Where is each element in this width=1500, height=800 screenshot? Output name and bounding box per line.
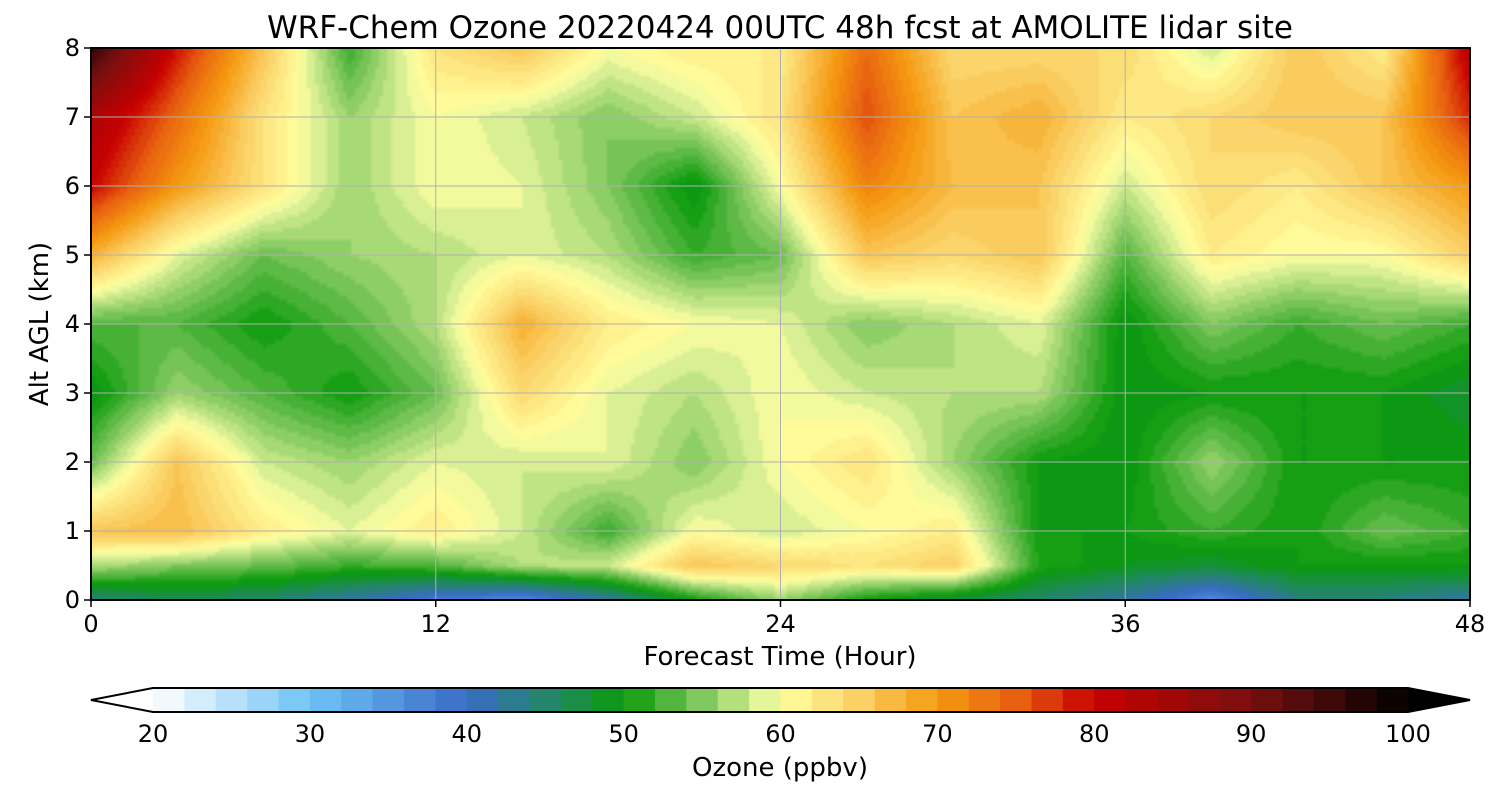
colorbar-band [309,688,342,712]
colorbar-band [404,688,436,712]
colorbar-band [717,688,750,712]
colorbar-band [1031,688,1064,712]
colorbar-band [1313,688,1346,712]
colorbar-band [1000,688,1033,712]
gridlines [91,48,1470,600]
colorbar-band [686,688,719,712]
y-tick-label: 5 [65,241,80,269]
colorbar-band [153,688,185,712]
y-tick-label: 2 [65,448,80,476]
colorbar-tick-label: 40 [451,720,482,748]
colorbar-band [1282,688,1315,712]
colorbar-extend-high [1408,688,1470,712]
colorbar-band [1251,688,1284,712]
y-tick-label: 1 [65,517,80,545]
colorbar-band [906,688,938,712]
y-axis-label: Alt AGL (km) [25,242,55,406]
colorbar-tick-label: 60 [765,720,796,748]
colorbar-extend-low [91,688,153,712]
colorbar-band [498,688,531,712]
colorbar-band [843,688,876,712]
colorbar-band [1094,688,1127,712]
y-tick-label: 4 [65,310,80,338]
colorbar-band [1157,688,1189,712]
colorbar-tick-label: 30 [295,720,326,748]
y-axis-ticks: 0 1 2 3 4 5 6 7 8 [65,34,91,614]
colorbar-band [1125,688,1158,712]
y-tick-label: 0 [65,586,80,614]
colorbar-band [215,688,248,712]
colorbar-band [278,688,311,712]
x-tick-label: 12 [420,610,451,638]
colorbar-tick-label: 100 [1385,720,1431,748]
colorbar-band [1345,688,1378,712]
colorbar-band [811,688,844,712]
colorbar-band [749,688,782,712]
x-tick-label: 48 [1455,610,1486,638]
colorbar-band [341,688,374,712]
colorbar-band [560,688,593,712]
colorbar-band [655,688,687,712]
colorbar [90,687,1471,713]
colorbar-band [1062,688,1095,712]
colorbar-band [247,688,280,712]
colorbar-outline [90,687,1471,713]
x-tick-label: 24 [765,610,796,638]
colorbar-band [466,688,499,712]
colorbar-band [968,688,1001,712]
y-tick-label: 3 [65,379,80,407]
colorbar-band [372,688,405,712]
colorbar-label: Ozone (ppbv) [692,753,868,783]
colorbar-band [937,688,970,712]
colorbar-ticks: 20 30 40 50 60 70 80 90 100 [138,720,1431,748]
colorbar-band [623,688,656,712]
colorbar-band [874,688,907,712]
colorbar-band [592,688,625,712]
colorbar-tick-label: 90 [1236,720,1267,748]
x-tick-label: 36 [1110,610,1141,638]
colorbar-band [1376,688,1409,712]
colorbar-band [780,688,813,712]
colorbar-band [1188,688,1221,712]
colorbar-band [1219,688,1252,712]
colorbar-tick-label: 80 [1079,720,1110,748]
colorbar-tick-label: 70 [922,720,953,748]
x-axis-label: Forecast Time (Hour) [643,642,916,672]
x-tick-label: 0 [83,610,98,638]
colorbar-tick-label: 50 [608,720,639,748]
y-tick-label: 6 [65,172,80,200]
colorbar-tick-label: 20 [138,720,169,748]
colorbar-band [435,688,468,712]
y-tick-label: 7 [65,103,80,131]
x-axis-ticks: 0 12 24 36 48 [83,600,1485,638]
y-tick-label: 8 [65,34,80,62]
colorbar-band [184,688,217,712]
colorbar-band [529,688,562,712]
chart-title: WRF-Chem Ozone 20220424 00UTC 48h fcst a… [267,10,1293,46]
